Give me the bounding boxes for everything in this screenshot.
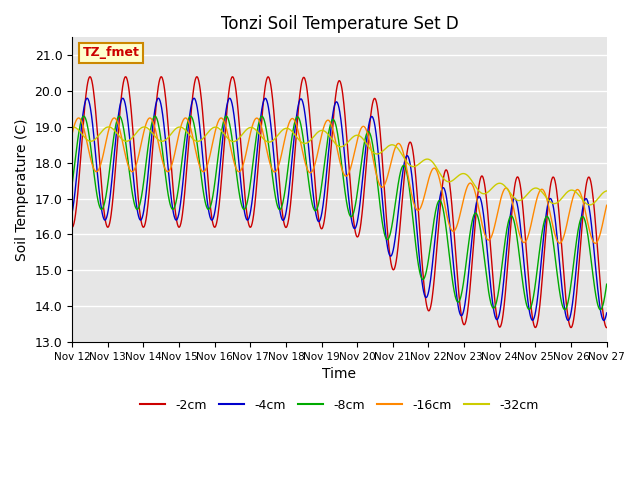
-2cm	[603, 324, 611, 330]
Line: -8cm: -8cm	[72, 116, 607, 310]
-16cm	[603, 203, 611, 208]
-8cm	[596, 307, 604, 312]
-4cm	[600, 317, 607, 323]
-16cm	[68, 131, 76, 136]
-16cm	[591, 240, 599, 246]
-8cm	[422, 272, 429, 277]
Line: -4cm: -4cm	[72, 98, 607, 320]
-16cm	[187, 125, 195, 131]
Text: TZ_fmet: TZ_fmet	[83, 47, 140, 60]
Title: Tonzi Soil Temperature Set D: Tonzi Soil Temperature Set D	[221, 15, 458, 33]
-4cm	[556, 259, 563, 265]
-32cm	[509, 194, 517, 200]
-4cm	[509, 197, 517, 203]
-4cm	[422, 294, 429, 300]
X-axis label: Time: Time	[323, 367, 356, 381]
-32cm	[187, 133, 195, 139]
-4cm	[291, 124, 299, 130]
-32cm	[586, 202, 593, 208]
-32cm	[556, 198, 563, 204]
-16cm	[509, 204, 517, 210]
-16cm	[556, 240, 563, 246]
-8cm	[68, 181, 76, 187]
-4cm	[603, 310, 611, 316]
Y-axis label: Soil Temperature (C): Soil Temperature (C)	[15, 119, 29, 261]
-2cm	[187, 116, 195, 121]
-32cm	[291, 132, 299, 138]
-32cm	[422, 156, 429, 162]
-4cm	[83, 96, 91, 101]
-16cm	[278, 148, 286, 154]
-2cm	[509, 192, 517, 198]
-32cm	[603, 188, 611, 194]
-2cm	[278, 209, 286, 215]
-32cm	[278, 127, 286, 133]
-8cm	[603, 281, 611, 287]
Line: -2cm: -2cm	[72, 77, 607, 327]
-8cm	[187, 113, 195, 119]
-16cm	[422, 189, 429, 194]
-4cm	[68, 210, 76, 216]
Line: -16cm: -16cm	[72, 118, 607, 243]
-2cm	[422, 295, 429, 301]
-2cm	[86, 74, 94, 80]
-2cm	[68, 224, 76, 230]
Line: -32cm: -32cm	[72, 127, 607, 205]
-32cm	[68, 124, 76, 130]
-16cm	[291, 119, 299, 125]
-8cm	[556, 288, 563, 294]
-8cm	[80, 113, 88, 119]
-2cm	[291, 144, 299, 150]
-8cm	[291, 118, 299, 123]
-4cm	[278, 216, 286, 222]
-32cm	[69, 124, 77, 130]
-2cm	[556, 216, 563, 222]
-4cm	[187, 107, 195, 112]
-8cm	[509, 216, 517, 222]
-8cm	[278, 202, 286, 208]
-16cm	[75, 115, 83, 121]
Legend: -2cm, -4cm, -8cm, -16cm, -32cm: -2cm, -4cm, -8cm, -16cm, -32cm	[135, 394, 543, 417]
